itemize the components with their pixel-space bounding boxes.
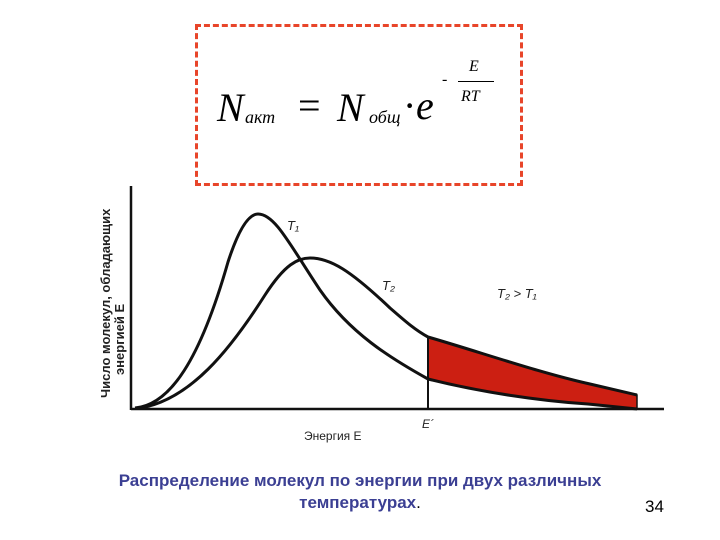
formula-fraction-bar [458,81,494,82]
formula-subscript-total: общ [369,107,401,127]
formula-equals: = [298,83,321,128]
curve-t1 [134,212,638,411]
figure-caption: Распределение молекул по энергии при дву… [60,470,660,514]
curve-t1-label: T₁ [287,218,299,233]
y-axis-label-line2: энергией E [112,304,127,375]
condition-label: T₂ > T₁ [497,286,537,301]
formula-exp-denominator: RT [461,88,480,105]
formula-dot: · [403,83,417,128]
formula-n-active: N [217,85,244,130]
formula-subscript-active: акт [245,107,276,127]
x-axis-label: Энергия E [304,429,362,443]
formula-n-total: N [337,85,364,130]
threshold-label: E´ [422,417,434,431]
curve-t2 [139,256,638,410]
curve-t2-label: T₂ [382,278,395,293]
caption-period: . [416,493,421,512]
y-axis-label-line1: Число молекул, обладающих [98,208,113,398]
caption-text: Распределение молекул по энергии при дву… [118,471,602,512]
formula-e: e [416,83,434,128]
page-number: 34 [645,497,664,516]
formula-box [195,24,523,186]
formula-exp-numerator: E [469,58,479,75]
formula-exp-sign: - [442,71,448,88]
